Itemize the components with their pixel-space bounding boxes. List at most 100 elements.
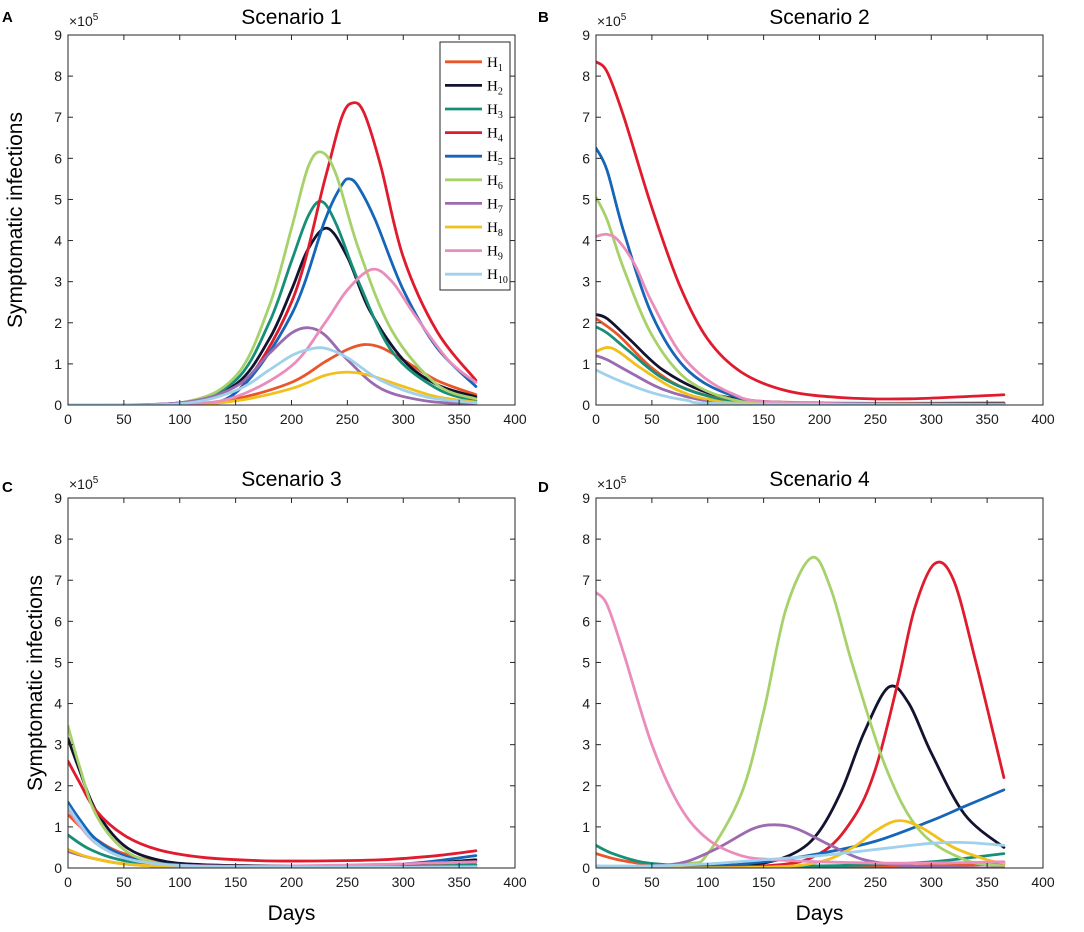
x-tick-label: 250 xyxy=(864,874,888,890)
y-tick-label: 1 xyxy=(582,356,590,372)
panel-letter: A xyxy=(2,9,13,26)
x-tick-label: 150 xyxy=(752,411,776,427)
y-tick-label: 5 xyxy=(582,654,590,670)
x-tick-label: 350 xyxy=(447,874,471,890)
series-line-h10 xyxy=(68,346,478,405)
y-tick-label: 6 xyxy=(54,150,62,166)
x-tick-label: 50 xyxy=(116,411,132,427)
series-line-h6 xyxy=(68,724,478,868)
y-tick-label: 7 xyxy=(54,109,62,125)
legend-label: H3 xyxy=(487,102,503,121)
y-exponent-label: ×105 xyxy=(597,12,627,29)
x-tick-label: 250 xyxy=(336,411,360,427)
y-tick-label: 1 xyxy=(582,819,590,835)
y-tick-label: 0 xyxy=(582,397,590,413)
y-tick-label: 9 xyxy=(54,27,62,43)
y-tick-label: 7 xyxy=(54,572,62,588)
y-axis-label: Symptomatic infections xyxy=(4,112,27,328)
chart-title: Scenario 2 xyxy=(769,6,869,29)
y-tick-label: 3 xyxy=(582,274,590,290)
x-tick-label: 50 xyxy=(116,874,132,890)
x-tick-label: 400 xyxy=(503,411,527,427)
chart-title: Scenario 3 xyxy=(241,468,341,491)
axes-box xyxy=(67,497,516,869)
axes-box xyxy=(595,497,1044,869)
y-tick-label: 2 xyxy=(54,315,62,331)
x-tick-label: 150 xyxy=(224,411,248,427)
x-tick-label: 0 xyxy=(64,411,72,427)
y-axis-label: Symptomatic infections xyxy=(24,575,47,791)
series-line-h10 xyxy=(68,804,478,868)
series-line-h4 xyxy=(596,60,1006,401)
x-tick-label: 200 xyxy=(808,874,832,890)
y-exponent-label: ×105 xyxy=(69,12,99,29)
y-exponent-label: ×105 xyxy=(597,475,627,492)
series-line-h4 xyxy=(68,759,478,863)
axes-box xyxy=(595,34,1044,406)
y-tick-label: 6 xyxy=(582,150,590,166)
y-tick-label: 7 xyxy=(582,572,590,588)
legend-label: H9 xyxy=(487,244,503,263)
legend: H1 H2 H3 H4 H5 H6 H7 H8 H9 H10 xyxy=(439,41,511,291)
x-tick-label: 100 xyxy=(696,411,720,427)
y-tick-label: 1 xyxy=(54,819,62,835)
panel-b: 0 50 100 150 200 250 300 350 400 0 1 2 3 4 5 6 7 8 9 ×105 Sc… xyxy=(538,6,1055,427)
x-tick-label: 0 xyxy=(592,874,600,890)
x-tick-label: 300 xyxy=(920,874,944,890)
series-line-h3 xyxy=(68,199,478,405)
x-tick-label: 200 xyxy=(808,411,832,427)
y-exponent-label: ×105 xyxy=(69,475,99,492)
legend-label: H2 xyxy=(487,78,503,97)
y-tick-label: 0 xyxy=(54,860,62,876)
x-tick-label: 350 xyxy=(975,411,999,427)
x-tick-label: 300 xyxy=(920,411,944,427)
y-tick-label: 3 xyxy=(582,737,590,753)
series-line-h10 xyxy=(596,840,1006,868)
y-tick-label: 2 xyxy=(54,778,62,794)
legend-box xyxy=(439,41,511,291)
y-tick-label: 9 xyxy=(54,490,62,506)
x-tick-label: 50 xyxy=(644,411,660,427)
series-line-h4 xyxy=(68,101,478,405)
x-tick-label: 250 xyxy=(864,411,888,427)
series-group xyxy=(68,724,478,868)
panel-letter: B xyxy=(538,9,549,26)
y-tick-label: 9 xyxy=(582,27,590,43)
y-tick-label: 9 xyxy=(582,490,590,506)
series-line-h6 xyxy=(596,555,1006,868)
y-tick-label: 4 xyxy=(54,696,62,712)
x-tick-label: 250 xyxy=(336,874,360,890)
legend-label: H5 xyxy=(487,149,503,168)
x-tick-label: 200 xyxy=(280,411,304,427)
y-tick-label: 1 xyxy=(54,356,62,372)
series-group xyxy=(596,60,1006,405)
y-tick-label: 0 xyxy=(582,860,590,876)
panel-c: 0 50 100 150 200 250 300 350 400 0 1 2 3 4 5 6 7 8 9 ×105 Sc… xyxy=(2,468,527,925)
y-tick-label: 8 xyxy=(54,68,62,84)
legend-label: H7 xyxy=(487,196,503,215)
y-tick-label: 6 xyxy=(582,613,590,629)
panel-d: 0 50 100 150 200 250 300 350 400 0 1 2 3 4 5 6 7 8 9 ×105 Sc… xyxy=(538,468,1055,925)
y-tick-label: 4 xyxy=(582,233,590,249)
y-tick-label: 8 xyxy=(582,531,590,547)
x-tick-label: 200 xyxy=(280,874,304,890)
y-tick-label: 4 xyxy=(582,696,590,712)
series-group xyxy=(596,555,1006,868)
x-tick-label: 0 xyxy=(64,874,72,890)
x-tick-label: 100 xyxy=(168,411,192,427)
legend-label: H6 xyxy=(487,173,503,192)
x-tick-label: 400 xyxy=(1031,411,1055,427)
x-tick-label: 150 xyxy=(752,874,776,890)
panel-letter: C xyxy=(2,479,13,496)
y-tick-label: 2 xyxy=(582,778,590,794)
panel-letter: D xyxy=(538,479,549,496)
series-line-h9 xyxy=(596,591,1006,865)
x-tick-label: 0 xyxy=(592,411,600,427)
series-group xyxy=(68,101,478,405)
series-line-h4 xyxy=(596,560,1006,868)
y-tick-label: 7 xyxy=(582,109,590,125)
x-axis-label: Days xyxy=(268,902,316,925)
legend-label: H10 xyxy=(487,267,508,286)
y-tick-label: 5 xyxy=(582,191,590,207)
series-line-h2 xyxy=(68,737,478,868)
